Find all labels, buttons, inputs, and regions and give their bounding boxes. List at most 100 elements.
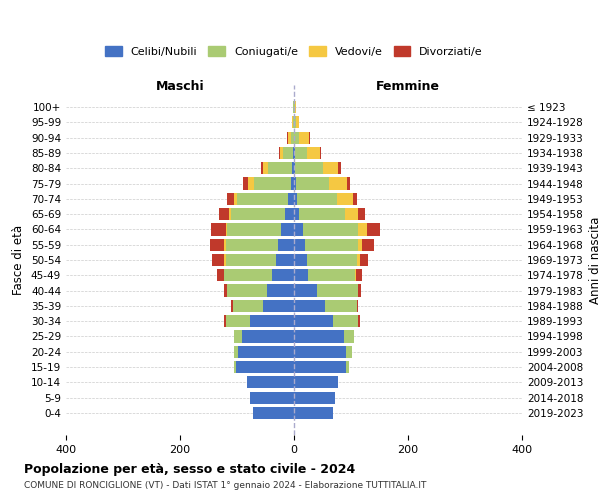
Text: Maschi: Maschi <box>155 80 205 94</box>
Bar <box>296 178 329 190</box>
Bar <box>293 116 294 128</box>
Bar <box>356 269 362 281</box>
Bar <box>292 162 294 174</box>
Bar <box>233 300 263 312</box>
Bar <box>294 192 297 205</box>
Bar <box>296 116 299 128</box>
Bar <box>227 224 281 235</box>
Bar <box>253 407 294 419</box>
Bar <box>294 407 333 419</box>
Text: Popolazione per età, sesso e stato civile - 2024: Popolazione per età, sesso e stato civil… <box>24 462 355 475</box>
Bar <box>302 224 358 235</box>
Bar <box>346 361 349 373</box>
Bar <box>237 192 289 205</box>
Bar <box>346 346 352 358</box>
Bar <box>224 238 226 251</box>
Bar <box>263 300 294 312</box>
Bar <box>227 284 266 296</box>
Bar <box>320 147 322 159</box>
Bar <box>236 361 294 373</box>
Bar <box>227 192 233 205</box>
Bar <box>289 192 294 205</box>
Bar <box>233 361 236 373</box>
Bar <box>358 208 365 220</box>
Bar <box>307 254 357 266</box>
Bar <box>333 315 358 328</box>
Bar <box>232 208 286 220</box>
Bar <box>294 300 325 312</box>
Bar <box>233 330 242 342</box>
Bar <box>250 392 294 404</box>
Bar <box>362 238 374 251</box>
Bar <box>294 392 335 404</box>
Bar <box>280 147 283 159</box>
Bar <box>250 315 294 328</box>
Bar <box>226 224 227 235</box>
Bar <box>358 224 367 235</box>
Bar <box>307 147 320 159</box>
Bar <box>233 192 237 205</box>
Bar <box>226 238 278 251</box>
Bar <box>359 254 368 266</box>
Bar <box>308 269 355 281</box>
Bar <box>266 284 294 296</box>
Bar <box>278 238 294 251</box>
Bar <box>212 254 224 266</box>
Bar <box>224 269 272 281</box>
Bar <box>294 346 346 358</box>
Bar <box>263 162 268 174</box>
Bar <box>346 208 358 220</box>
Bar <box>294 208 299 220</box>
Bar <box>358 284 361 296</box>
Text: Femmine: Femmine <box>376 80 440 94</box>
Bar <box>294 315 333 328</box>
Bar <box>295 101 296 113</box>
Bar <box>344 330 355 342</box>
Bar <box>294 376 338 388</box>
Bar <box>295 147 307 159</box>
Bar <box>272 269 294 281</box>
Bar <box>294 330 344 342</box>
Bar <box>224 254 226 266</box>
Bar <box>283 147 293 159</box>
Bar <box>291 132 294 143</box>
Bar <box>294 132 299 143</box>
Bar <box>226 254 276 266</box>
Bar <box>238 346 294 358</box>
Bar <box>248 178 254 190</box>
Bar <box>211 224 226 235</box>
Bar <box>276 254 294 266</box>
Bar <box>353 192 357 205</box>
Bar <box>210 238 224 251</box>
Bar <box>356 300 358 312</box>
Bar <box>338 162 341 174</box>
Bar <box>281 224 294 235</box>
Bar <box>294 361 346 373</box>
Bar <box>294 224 302 235</box>
Bar <box>224 315 226 328</box>
Bar <box>329 178 347 190</box>
Bar <box>358 315 359 328</box>
Bar <box>295 162 323 174</box>
Bar <box>254 178 290 190</box>
Bar <box>229 208 232 220</box>
Bar <box>356 254 359 266</box>
Bar <box>242 330 294 342</box>
Bar <box>358 238 362 251</box>
Bar <box>294 269 308 281</box>
Bar <box>231 300 233 312</box>
Y-axis label: Fasce di età: Fasce di età <box>13 225 25 295</box>
Bar <box>294 116 296 128</box>
Bar <box>305 238 358 251</box>
Bar <box>226 315 250 328</box>
Bar <box>294 254 307 266</box>
Bar <box>317 284 358 296</box>
Bar <box>294 238 305 251</box>
Bar <box>323 162 338 174</box>
Bar <box>288 132 291 143</box>
Bar <box>299 208 346 220</box>
Text: COMUNE DI RONCIGLIONE (VT) - Dati ISTAT 1° gennaio 2024 - Elaborazione TUTTITALI: COMUNE DI RONCIGLIONE (VT) - Dati ISTAT … <box>24 481 427 490</box>
Bar <box>294 178 296 190</box>
Y-axis label: Anni di nascita: Anni di nascita <box>589 216 600 304</box>
Bar <box>290 178 294 190</box>
